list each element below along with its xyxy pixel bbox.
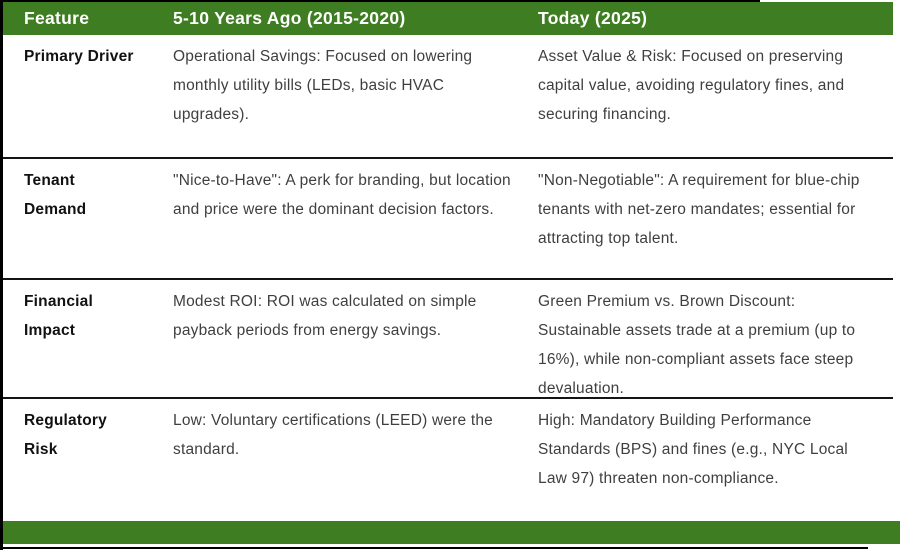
- past-value: "Nice-to-Have": A perk for branding, but…: [173, 172, 511, 218]
- frame-border-bottom: [0, 547, 868, 549]
- table-row-financial-impact: Financial Impact Modest ROI: ROI was cal…: [3, 278, 893, 397]
- feature-label: Financial Impact: [24, 293, 93, 339]
- table-row-primary-driver: Primary Driver Operational Savings: Focu…: [3, 35, 893, 157]
- past-value: Low: Voluntary certifications (LEED) wer…: [173, 412, 493, 458]
- table-header-row: Feature 5-10 Years Ago (2015-2020) Today…: [3, 2, 893, 35]
- feature-label: Primary Driver: [24, 48, 134, 65]
- past-value: Operational Savings: Focused on lowering…: [173, 48, 473, 123]
- past-value: Modest ROI: ROI was calculated on simple…: [173, 293, 477, 339]
- table-row-tenant-demand: Tenant Demand "Nice-to-Have": A perk for…: [3, 157, 893, 278]
- feature-label: Tenant Demand: [24, 172, 87, 218]
- table-body: Primary Driver Operational Savings: Focu…: [3, 35, 893, 519]
- footer-accent-bar: [3, 521, 900, 544]
- frame-border-left: [0, 0, 3, 550]
- feature-label: Regulatory Risk: [24, 412, 107, 458]
- today-value: Green Premium vs. Brown Discount: Sustai…: [538, 293, 856, 397]
- today-value: High: Mandatory Building Performance Sta…: [538, 412, 848, 487]
- header-feature: Feature: [24, 8, 90, 28]
- header-past-period: 5-10 Years Ago (2015-2020): [173, 8, 406, 28]
- frame-border-top: [0, 0, 760, 2]
- header-today: Today (2025): [538, 8, 648, 28]
- today-value: "Non-Negotiable": A requirement for blue…: [538, 172, 860, 247]
- table-row-regulatory-risk: Regulatory Risk Low: Voluntary certifica…: [3, 397, 893, 519]
- today-value: Asset Value & Risk: Focused on preservin…: [538, 48, 845, 123]
